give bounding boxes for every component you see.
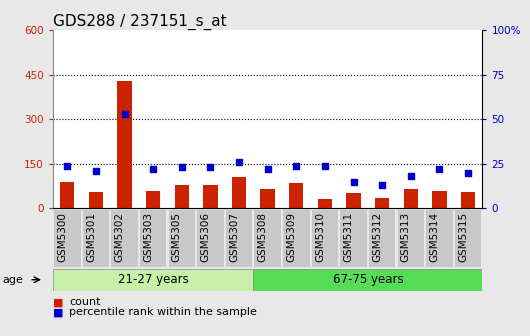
Text: GSM5312: GSM5312 [372, 212, 382, 262]
Text: GSM5314: GSM5314 [429, 212, 439, 262]
Point [435, 166, 444, 172]
Bar [60, 181, 74, 208]
Text: count: count [69, 297, 100, 307]
Point [92, 168, 100, 174]
Point [407, 174, 415, 179]
Text: GSM5315: GSM5315 [458, 212, 468, 262]
Text: GSM5311: GSM5311 [343, 212, 354, 262]
Bar [118, 81, 132, 208]
Text: GSM5308: GSM5308 [258, 212, 268, 262]
Text: age: age [3, 275, 23, 285]
Point [464, 170, 472, 175]
Bar [318, 200, 332, 208]
Bar [253, 269, 482, 291]
Text: percentile rank within the sample: percentile rank within the sample [69, 307, 257, 318]
Text: GSM5313: GSM5313 [401, 212, 411, 262]
Point [349, 179, 358, 184]
Point [378, 182, 386, 188]
Bar [174, 184, 189, 208]
Bar [146, 191, 160, 208]
Point [235, 159, 243, 165]
Text: GSM5310: GSM5310 [315, 212, 325, 262]
Text: GSM5307: GSM5307 [229, 212, 239, 262]
Point [263, 166, 272, 172]
Text: GSM5302: GSM5302 [114, 212, 125, 262]
Point [178, 165, 186, 170]
Bar [89, 192, 103, 208]
Bar [204, 184, 217, 208]
Text: GSM5303: GSM5303 [143, 212, 153, 262]
Point [149, 166, 157, 172]
Bar [461, 192, 475, 208]
Text: GDS288 / 237151_s_at: GDS288 / 237151_s_at [53, 14, 227, 30]
Text: GSM5309: GSM5309 [286, 212, 296, 262]
Point [206, 165, 215, 170]
Point [63, 163, 72, 168]
Bar [347, 194, 360, 208]
Bar [53, 269, 253, 291]
Text: ■: ■ [53, 307, 64, 318]
Text: GSM5306: GSM5306 [200, 212, 210, 262]
Text: ■: ■ [53, 297, 64, 307]
Text: GSM5305: GSM5305 [172, 212, 182, 262]
Bar [432, 191, 446, 208]
Bar [261, 189, 275, 208]
Point [292, 163, 301, 168]
Text: GSM5301: GSM5301 [86, 212, 96, 262]
Text: GSM5300: GSM5300 [57, 212, 67, 261]
Bar [375, 198, 389, 208]
Bar [289, 183, 303, 208]
Point [321, 163, 329, 168]
Bar [232, 177, 246, 208]
Text: 67-75 years: 67-75 years [332, 273, 403, 286]
Point [120, 111, 129, 117]
Text: 21-27 years: 21-27 years [118, 273, 189, 286]
Bar [404, 189, 418, 208]
